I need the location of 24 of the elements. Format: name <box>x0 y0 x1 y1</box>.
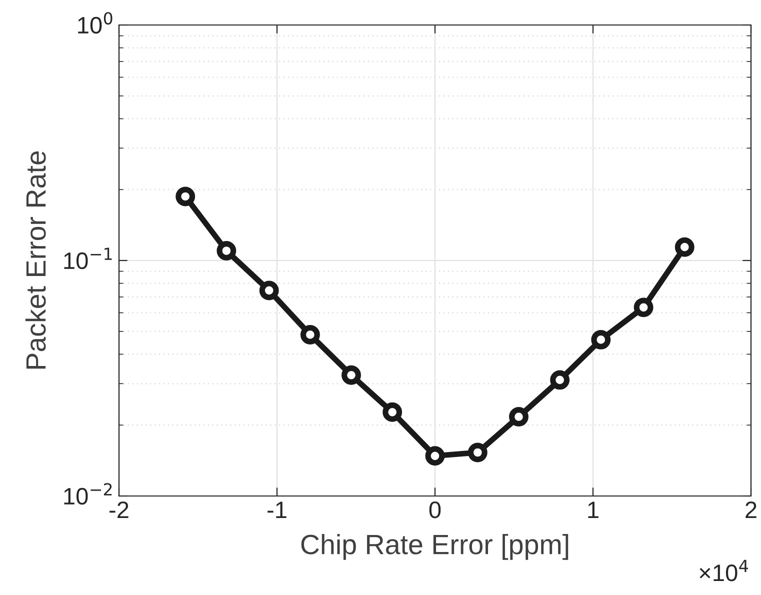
x-axis-title: Chip Rate Error [ppm] <box>301 534 568 560</box>
point <box>300 324 320 344</box>
point <box>674 237 694 257</box>
y-tick-label: 10$^{0}$ <box>78 12 112 34</box>
x-tick-label: 1 <box>588 502 598 518</box>
x-tick-label: -2 <box>110 501 128 518</box>
y-tick-label: 10$^{−1}$ <box>64 248 112 270</box>
point <box>259 280 279 300</box>
point <box>509 407 528 426</box>
point <box>342 365 361 385</box>
point <box>382 402 402 422</box>
x-tick-label: 0 <box>429 501 441 518</box>
point <box>468 442 488 462</box>
x-tick-label: 2 <box>746 501 756 518</box>
text: ×10$^{4}$ <box>700 560 748 582</box>
point <box>550 370 570 390</box>
point <box>425 446 445 466</box>
point <box>634 298 654 318</box>
y-tick-label: 10$^{−2}$ <box>64 483 112 505</box>
point <box>176 186 196 206</box>
point <box>591 330 611 350</box>
y-axis-title: Packet Error Rate <box>25 151 46 369</box>
x-tick-label: -1 <box>268 502 286 518</box>
point <box>216 241 236 260</box>
